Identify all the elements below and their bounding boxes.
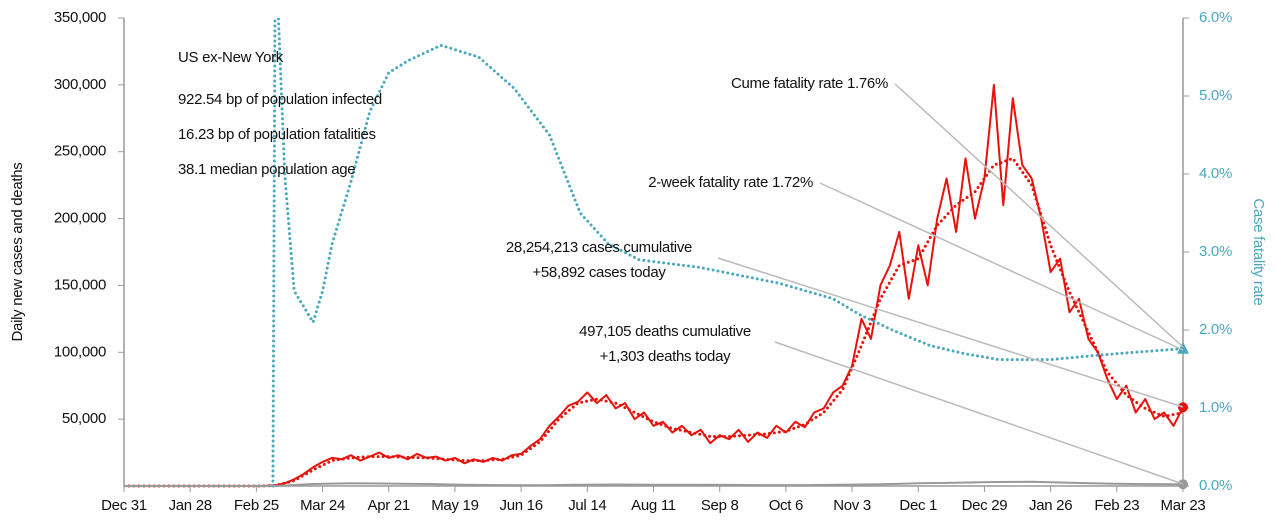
end-marker	[1178, 479, 1188, 490]
y2-tick-label: 5.0%	[1199, 87, 1232, 104]
y-axis-label: Daily new cases and deaths	[9, 163, 26, 342]
x-tick-label: Jul 14	[568, 497, 606, 514]
x-tick-label: Dec 1	[899, 497, 937, 514]
y2-tick-label: 2.0%	[1199, 321, 1232, 338]
x-tick-label: Feb 23	[1094, 497, 1139, 514]
y-tick-label: 200,000	[54, 210, 106, 227]
x-tick-label: Dec 31	[101, 497, 147, 514]
annotation: 28,254,213 cases cumulative	[506, 239, 692, 256]
annotation: 497,105 deaths cumulative	[579, 323, 751, 340]
x-tick-label: May 19	[431, 497, 478, 514]
y-tick-label: 50,000	[62, 410, 106, 427]
y2-tick-label: 0.0%	[1199, 477, 1232, 494]
leader-line	[717, 257, 1184, 408]
line	[124, 83, 1183, 487]
y2-tick-label: 4.0%	[1199, 165, 1232, 182]
x-tick-label: Sep 8	[701, 497, 739, 514]
y2-axis-label: Case fatality rate	[1250, 198, 1267, 305]
info-line: 922.54 bp of population infected	[178, 91, 382, 108]
x-tick-label: Aug 11	[631, 497, 676, 514]
x-tick-label: Jan 26	[1029, 497, 1072, 514]
annotation: 2-week fatality rate 1.72%	[648, 174, 813, 191]
y-tick-label: 100,000	[54, 343, 106, 360]
dotted-line	[124, 156, 1183, 488]
info-line: 38.1 median population age	[178, 161, 355, 178]
leader-line	[894, 83, 1184, 348]
x-tick-label: Nov 3	[833, 497, 871, 514]
x-tick-label: Feb 25	[234, 497, 279, 514]
plot-area	[124, 18, 1183, 488]
annotation: Cume fatality rate 1.76%	[731, 75, 888, 92]
x-tick-label: Jan 28	[169, 497, 212, 514]
info-line: 16.23 bp of population fatalities	[178, 126, 376, 143]
dotted-line	[271, 18, 1183, 488]
x-tick-label: Mar 23	[1161, 497, 1206, 514]
x-tick-label: Oct 6	[769, 497, 803, 514]
info-title: US ex-New York	[178, 49, 284, 66]
line	[124, 480, 1183, 487]
y2-tick-label: 3.0%	[1199, 243, 1232, 260]
y-tick-label: 150,000	[54, 276, 106, 293]
y-tick-label: 250,000	[54, 143, 106, 160]
y2-tick-label: 1.0%	[1199, 399, 1232, 416]
y2-tick-label: 6.0%	[1199, 9, 1232, 26]
x-tick-label: Jun 16	[500, 497, 543, 514]
leader-line	[819, 182, 1184, 351]
x-tick-label: Apr 21	[368, 497, 410, 514]
end-marker	[1177, 341, 1189, 354]
y-tick-label: 350,000	[54, 9, 106, 26]
annotation: +1,303 deaths today	[600, 348, 731, 365]
end-marker	[1178, 402, 1188, 413]
leader-line	[774, 341, 1184, 485]
x-tick-label: Mar 24	[300, 497, 345, 514]
y-tick-label: 300,000	[54, 76, 106, 93]
x-tick-label: Dec 29	[962, 497, 1008, 514]
annotation: +58,892 cases today	[532, 264, 666, 281]
